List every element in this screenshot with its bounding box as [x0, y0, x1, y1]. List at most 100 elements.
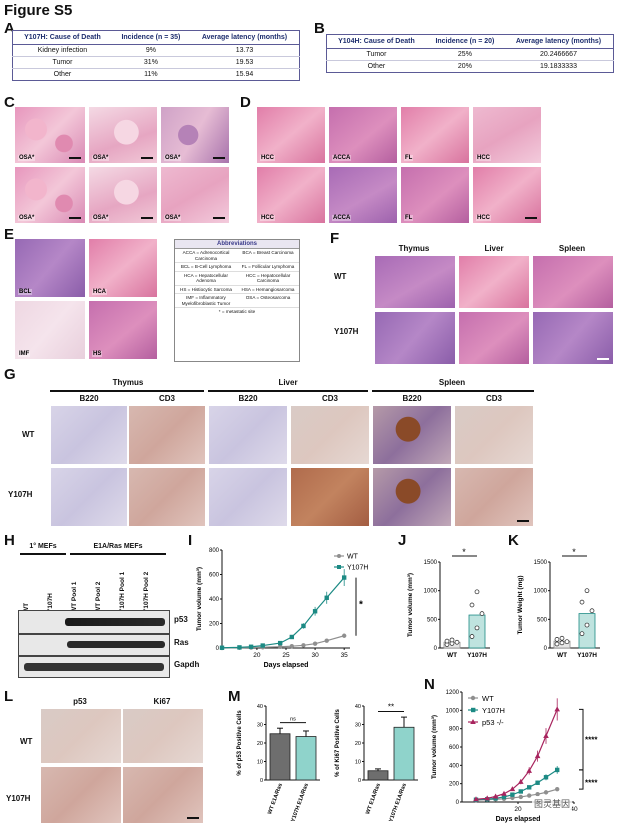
y-tick-label: 0 — [260, 778, 263, 784]
panel-label-j: J — [398, 532, 407, 549]
histology-image — [458, 255, 530, 309]
y-tick-label: 20 — [257, 741, 263, 747]
data-point — [312, 609, 318, 614]
table-cell: 25% — [425, 48, 504, 61]
significance-label: * — [572, 547, 576, 557]
ihc-image — [128, 405, 206, 465]
chart-j: 0 500 1000 1500 Tumor volume (mm³) WT Y107H * — [407, 547, 490, 659]
table-cell: Tumor — [12, 56, 112, 69]
data-point — [579, 599, 585, 605]
data-point — [518, 794, 523, 800]
panel-label-k: K — [508, 532, 519, 549]
row-header: Y107H — [334, 327, 359, 336]
table-b: Y104H: Cause of Death Incidence (n = 20)… — [326, 34, 614, 73]
data-point — [474, 625, 480, 631]
data-point — [554, 706, 560, 712]
table-cell: 31% — [111, 56, 190, 69]
stain-header: B220 — [79, 394, 99, 403]
data-point — [484, 795, 490, 801]
blot-label: p53 — [174, 615, 188, 624]
y-tick-label: 10 — [257, 760, 263, 766]
scale-bar — [213, 157, 225, 159]
table-row: Other 11% 15.94 — [12, 68, 300, 81]
table-cell: Other — [326, 60, 426, 73]
x-tick-label: 40 — [570, 806, 578, 813]
abbreviation-item: BCL = B-Cell Lymphoma — [175, 263, 237, 272]
legend-marker — [337, 554, 341, 558]
histology-image: OSA* — [14, 166, 86, 224]
tile-label: IMF — [18, 351, 31, 357]
stain-header: B220 — [238, 394, 258, 403]
data-point — [509, 786, 516, 792]
legend-label: WT — [482, 694, 494, 703]
y-tick-label: 30 — [257, 723, 263, 729]
group-label: E1A/Ras MEFs — [93, 543, 143, 550]
tile-label: BCL — [18, 289, 33, 295]
scale-bar — [213, 217, 225, 219]
y-tick-label: 1000 — [424, 589, 438, 595]
stain-header: CD3 — [485, 394, 502, 403]
tile-label: HCC — [476, 215, 491, 221]
tile-label: ACCA — [332, 215, 352, 221]
y-tick-label: 0 — [456, 800, 460, 806]
x-tick-label: WT E1A/Ras — [267, 783, 284, 816]
figure-title: Figure S5 — [4, 2, 73, 19]
x-tick-label: WT — [447, 652, 457, 659]
data-point — [501, 794, 507, 800]
significance-bracket — [579, 708, 584, 771]
chart-n: 0 200 400 600 800 1000 1200 Tumor volume (mm³) 2… — [431, 690, 598, 823]
blot-p53 — [18, 610, 170, 634]
row-header: WT — [20, 737, 33, 746]
scale-bar — [187, 817, 199, 819]
significance-label: **** — [585, 779, 598, 788]
y-axis-label: % of Ki67 Positive Cells — [335, 708, 341, 776]
bar — [269, 733, 291, 781]
y-tick-label: 500 — [427, 617, 438, 623]
panel-label-a: A — [4, 20, 15, 37]
histology-image: HCA — [88, 238, 158, 298]
tile-label: OSA* — [92, 155, 110, 161]
blot-ras — [18, 634, 170, 656]
abbreviations-title: Abbreviations — [175, 240, 299, 249]
x-tick-label: Y107H — [577, 652, 597, 659]
blot-band — [65, 618, 165, 626]
data-point — [589, 608, 595, 614]
chart-m-p53: 0 10 20 30 40 % of p53 Positive Cells WT E1A/R… — [237, 704, 320, 823]
stain-header: CD3 — [321, 394, 338, 403]
chart-i: 0 200 400 600 800 Tumor volume (mm³) 20 25 30 35 D… — [196, 548, 368, 669]
histology-image: HCC — [256, 106, 326, 164]
column-header: Spleen — [558, 244, 586, 253]
panel-label-m: M — [228, 688, 241, 705]
histology-image: FL — [400, 106, 470, 164]
lane-label: Y107H Pool 2 — [143, 571, 150, 613]
scale-bar — [141, 217, 153, 219]
data-point — [444, 638, 450, 644]
stain-header: B220 — [402, 394, 422, 403]
data-point — [324, 595, 329, 600]
group-line — [70, 553, 166, 555]
ihc-image — [208, 467, 288, 527]
data-point — [449, 637, 455, 643]
ihc-image — [372, 467, 452, 527]
series-line — [221, 577, 345, 649]
data-point — [543, 790, 549, 795]
histology-image: OSA* — [160, 106, 230, 164]
table-row: Kidney infection 9% 13.73 — [12, 44, 300, 57]
stain-header: CD3 — [158, 394, 175, 403]
abbreviation-item: BCA = Breast Carcinoma — [237, 249, 299, 263]
row-header: Y107H — [8, 490, 33, 499]
blot-gapdh — [18, 656, 170, 678]
panel-label-d: D — [240, 94, 251, 111]
column-header: p53 — [73, 697, 87, 706]
histology-image: HCC — [256, 166, 326, 224]
x-tick-label: WT E1A/Ras — [365, 783, 382, 816]
column-header: Ki67 — [153, 697, 171, 706]
ihc-image — [50, 467, 128, 527]
y-tick-label: 40 — [355, 704, 361, 710]
table-row: Tumor 25% 20.2466667 — [326, 48, 614, 61]
histology-image: HCC — [472, 166, 542, 224]
abbreviation-item: IMF = Inflammatory Myelofibroblastic Tum… — [175, 294, 237, 308]
chart-k: 0 500 1000 1500 Tumor Weight (mg) WT Y107H * — [517, 547, 600, 659]
row-header: WT — [334, 272, 347, 281]
table-b-header: Incidence (n = 20) — [425, 34, 504, 49]
